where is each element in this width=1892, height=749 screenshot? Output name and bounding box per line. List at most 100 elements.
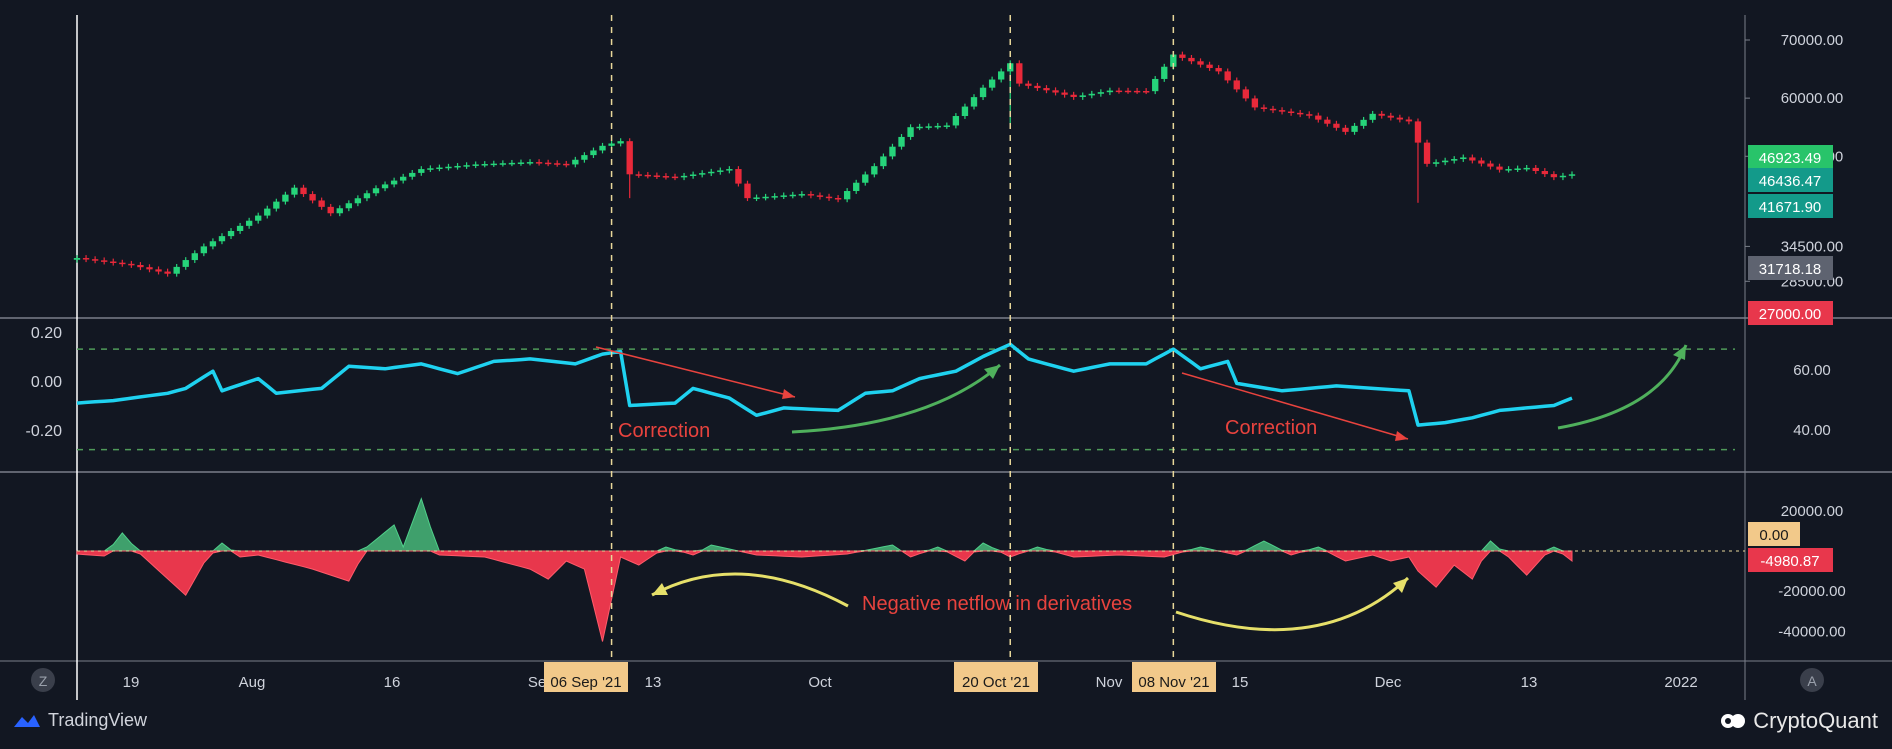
candle-body — [798, 194, 806, 196]
candle-body — [1152, 78, 1159, 92]
pane-borders — [0, 15, 1892, 700]
candle-body — [680, 175, 688, 178]
price-candles — [73, 51, 1576, 277]
candle-body — [943, 125, 950, 127]
netflow-axis-label: -20000.00 — [1778, 583, 1846, 600]
candle-body — [1505, 169, 1512, 171]
candle-body — [789, 194, 796, 197]
candle-body — [1215, 68, 1222, 72]
tradingview-logo[interactable]: TradingView — [12, 710, 147, 731]
axes-labels: 70000.0060000.0050000.0034500.0028500.00… — [26, 32, 1846, 692]
candle-body — [653, 175, 661, 177]
date-tag-label: 08 Nov '21 — [1138, 674, 1209, 691]
tradingview-icon — [14, 714, 40, 727]
auto-scale-button[interactable]: A — [1800, 668, 1824, 692]
candle-body — [970, 97, 978, 107]
price-tag: 27000.00 — [1748, 301, 1833, 325]
time-axis-label: 16 — [384, 674, 401, 691]
candle-body — [1487, 163, 1494, 167]
price-tag: 46436.47 — [1748, 168, 1833, 192]
footer-bar: TradingView CryptoQuant — [0, 700, 1892, 744]
candle-body — [427, 168, 434, 170]
price-tag-bg — [1748, 301, 1833, 325]
candle-body — [853, 182, 860, 192]
arrowhead — [984, 365, 1000, 379]
candle-body — [436, 167, 443, 170]
netflow-arrow-yellow — [1175, 576, 1410, 632]
candle-body — [1142, 91, 1150, 93]
time-axis-label: 13 — [1521, 674, 1538, 691]
candle-body — [717, 170, 724, 172]
candle-body — [264, 208, 271, 216]
date-tag-label: 06 Sep '21 — [550, 674, 621, 691]
price-tag: 31718.18 — [1748, 256, 1833, 280]
candle-body — [200, 246, 208, 254]
recovery-arrow-green — [1557, 344, 1688, 430]
candle-body — [843, 191, 851, 200]
candle-body — [825, 196, 833, 199]
candle-body — [381, 184, 389, 189]
price-tag-label: 27000.00 — [1759, 306, 1822, 323]
candle-body — [535, 162, 543, 164]
candle-body — [1079, 95, 1086, 97]
price-tag-bg — [1748, 256, 1833, 280]
zoom-button-bg[interactable] — [31, 668, 55, 692]
candle-body — [1043, 88, 1050, 91]
candle-body — [1414, 121, 1422, 143]
time-axis-label: 13 — [645, 674, 662, 691]
date-tag-label: 20 Oct '21 — [962, 674, 1030, 691]
candle-body — [390, 180, 398, 185]
candle-body — [1315, 115, 1322, 120]
date-tag-bg — [544, 662, 628, 692]
candle-body — [1233, 80, 1240, 90]
netflow-tag-label: 0.00 — [1759, 527, 1788, 544]
candle-body — [889, 146, 896, 157]
candle-body — [988, 79, 996, 88]
candle-body — [1206, 64, 1213, 69]
price-axis-label: 60000.00 — [1781, 90, 1844, 107]
candle-body — [998, 71, 1005, 80]
candle-body — [554, 163, 561, 165]
oscillator-line — [76, 342, 1573, 427]
candle-body — [354, 198, 362, 204]
candle-body — [110, 261, 117, 264]
candle-body — [490, 163, 497, 166]
candle-body — [318, 200, 325, 207]
candle-body — [1324, 119, 1331, 124]
cryptoquant-icon — [1721, 714, 1746, 728]
candle-body — [1333, 123, 1340, 128]
negative-netflow-area — [76, 550, 1573, 642]
candle-body — [699, 173, 706, 175]
netflow-tag-label: -4980.87 — [1760, 553, 1819, 570]
candle-body — [581, 155, 588, 160]
zoom-button[interactable]: Z — [31, 668, 55, 692]
candle-body — [1161, 66, 1168, 79]
candle-body — [617, 141, 624, 144]
time-axis-label: Aug — [239, 674, 266, 691]
candle-body — [236, 225, 244, 231]
candle-body — [209, 241, 217, 247]
oscillator-left-label: -0.20 — [26, 423, 63, 440]
candle-body — [708, 171, 715, 174]
candle-body — [1423, 142, 1431, 164]
annotation-overlay: Correction Correction Negative netflow in … — [595, 15, 1688, 661]
price-tag-label: 41671.90 — [1759, 199, 1822, 216]
candle-body — [1088, 93, 1095, 96]
candle-body — [300, 187, 307, 195]
candle-body — [1052, 90, 1059, 93]
candle-body — [1460, 157, 1467, 160]
candle-body — [418, 169, 425, 173]
candle-body — [363, 193, 371, 199]
candle-body — [508, 162, 516, 165]
price-tag: 41671.90 — [1748, 194, 1833, 218]
candle-body — [1097, 92, 1105, 94]
candle-body — [735, 169, 742, 184]
candle-body — [146, 267, 153, 270]
candle-body — [780, 195, 787, 197]
oscillator-pane — [76, 342, 1735, 451]
candle-body — [590, 150, 597, 156]
candle-body — [1568, 174, 1576, 176]
auto-scale-button-bg[interactable] — [1800, 668, 1824, 692]
cryptoquant-logo[interactable]: CryptoQuant — [1719, 708, 1878, 734]
arrowhead — [1393, 578, 1408, 593]
